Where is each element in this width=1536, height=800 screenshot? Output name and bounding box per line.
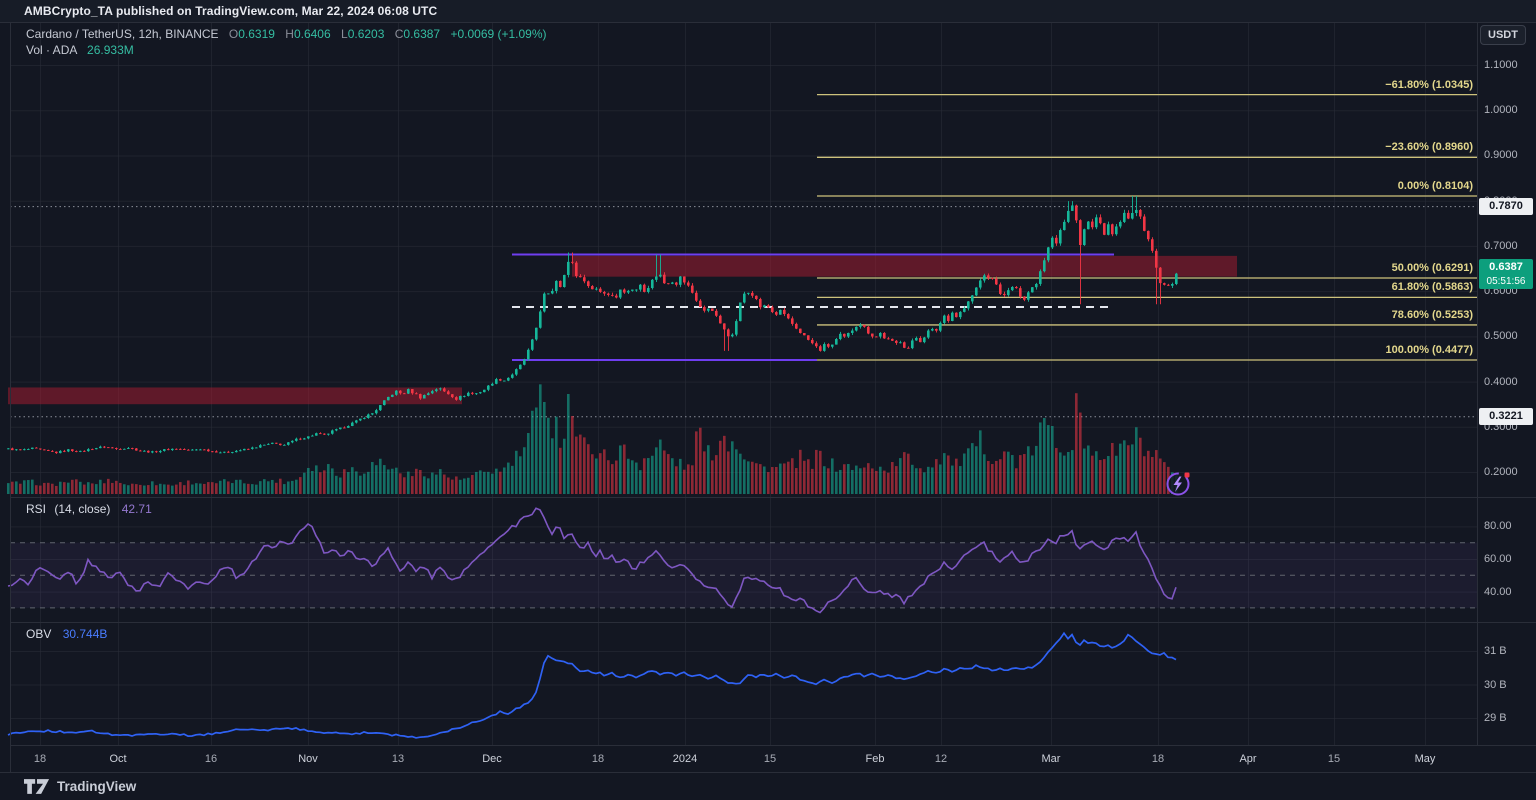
fib-level-label: 61.80% (0.5863) — [1391, 281, 1473, 294]
rsi-title[interactable]: RSI — [26, 502, 47, 516]
obv-scale-label: 30 B — [1484, 678, 1507, 691]
time-axis-label: Feb — [865, 753, 885, 765]
price-level-tag-0787: 0.7870 — [1479, 198, 1533, 216]
price-scale-label: 0.5000 — [1484, 330, 1518, 343]
obv-value: 30.744B — [62, 627, 108, 641]
symbol-legend: Cardano / TetherUS, 12h, BINANCE O0.6319… — [26, 26, 547, 58]
obv-title[interactable]: OBV — [26, 627, 52, 641]
price-scale-label: 0.4000 — [1484, 375, 1518, 388]
tradingview-branding[interactable]: TradingView — [24, 779, 136, 794]
time-axis-label: 18 — [591, 753, 605, 765]
attribution-text: AMBCrypto_TA published on TradingView.co… — [24, 4, 438, 18]
change-value: +0.0069 (+1.09%) — [450, 27, 547, 41]
rsi-scale-label: 60.00 — [1484, 553, 1512, 565]
time-axis-label: 12 — [934, 753, 948, 765]
bar-countdown: 05:51:56 — [1486, 275, 1526, 287]
price-scale-label: 0.7000 — [1484, 239, 1518, 252]
rsi-scale-label: 80.00 — [1484, 520, 1512, 533]
obv-scale-label: 31 B — [1484, 645, 1507, 657]
live-stream-icon[interactable] — [1166, 472, 1190, 496]
high-value: 0.6406 — [293, 27, 331, 41]
rsi-scale-label: 40.00 — [1484, 585, 1512, 598]
symbol-title[interactable]: Cardano / TetherUS, 12h, BINANCE — [26, 27, 219, 41]
price-scale-label: 1.0000 — [1484, 104, 1518, 117]
price-scale-label: 0.2000 — [1484, 466, 1518, 479]
time-axis-label: Nov — [298, 753, 318, 765]
ohlc-row: Cardano / TetherUS, 12h, BINANCE O0.6319… — [26, 27, 547, 41]
time-axis-label: Oct — [109, 753, 127, 765]
tradingview-logo-icon — [24, 779, 50, 794]
fib-level-label: 0.00% (0.8104) — [1397, 180, 1473, 192]
last-price-value: 0.6387 — [1489, 260, 1523, 273]
price-scale-label: 0.9000 — [1484, 149, 1518, 162]
volume-value: 26.933M — [87, 43, 134, 57]
currency-toggle-button[interactable]: USDT — [1480, 25, 1526, 45]
time-axis-label: 18 — [33, 753, 47, 765]
volume-label: Vol · ADA — [26, 43, 77, 57]
time-axis-label: Apr — [1239, 753, 1257, 765]
price-level-tag-03221: 0.3221 — [1479, 408, 1533, 426]
price-scale-label: 1.1000 — [1484, 59, 1518, 72]
time-axis-label: 2024 — [672, 753, 698, 765]
time-axis-label: 15 — [1327, 753, 1341, 765]
fib-level-label: 50.00% (0.6291) — [1391, 261, 1473, 274]
rsi-value: 42.71 — [121, 502, 152, 516]
tradingview-brand-text: TradingView — [57, 779, 137, 794]
time-axis-label: Mar — [1041, 753, 1061, 765]
fib-level-label: −61.80% (1.0345) — [1385, 78, 1473, 91]
time-axis-label: May — [1414, 753, 1436, 765]
last-price-tag: 0.6387 05:51:56 — [1479, 258, 1533, 289]
rsi-legend: RSI (14, close) 42.71 — [26, 502, 152, 516]
time-axis-label: 16 — [204, 753, 218, 765]
time-axis-label: 15 — [763, 753, 777, 765]
time-axis-label: 18 — [1151, 753, 1165, 765]
fib-level-label: 100.00% (0.4477) — [1385, 344, 1473, 356]
time-axis-label: 13 — [391, 753, 405, 765]
volume-row: Vol · ADA 26.933M — [26, 42, 547, 58]
obv-scale-label: 29 B — [1484, 712, 1507, 724]
time-axis-label: Dec — [482, 753, 502, 765]
close-value: 0.6387 — [403, 27, 441, 41]
fib-level-label: 78.60% (0.5253) — [1391, 308, 1473, 321]
fib-level-label: −23.60% (0.8960) — [1385, 141, 1473, 154]
low-value: 0.6203 — [347, 27, 385, 41]
open-value: 0.6319 — [238, 27, 275, 41]
obv-legend: OBV 30.744B — [26, 627, 107, 641]
